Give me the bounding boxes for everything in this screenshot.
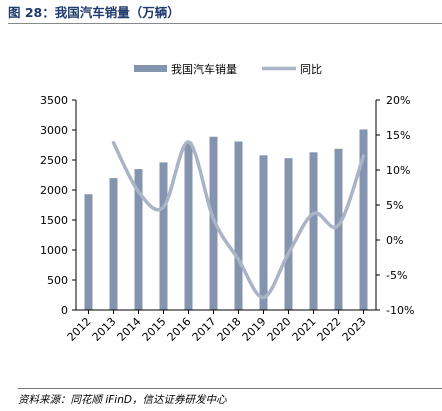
- x-tick-label: 2020: [265, 315, 294, 344]
- x-tick-label: 2021: [290, 315, 319, 344]
- left-tick-label: 500: [47, 274, 68, 287]
- left-tick-label: 2500: [40, 154, 68, 167]
- legend: 我国汽车销量 同比: [134, 62, 322, 76]
- bar-2015: [159, 162, 168, 310]
- bar-series: [84, 129, 368, 310]
- left-axis: 0 500 1000 1500 2000 2500 3000 3500: [40, 94, 77, 317]
- left-tick-label: 2000: [40, 184, 68, 197]
- source-note: 资料来源：同花顺 iFinD，信达证券研发中心: [18, 388, 442, 407]
- x-tick-label: 2012: [65, 315, 94, 344]
- left-tick-label: 1500: [40, 214, 68, 227]
- bar-2019: [259, 155, 268, 310]
- right-tick-label: 15%: [386, 129, 410, 142]
- bar-2021: [309, 152, 318, 310]
- bar-2016: [184, 141, 193, 310]
- legend-label-yoy: 同比: [300, 63, 322, 76]
- x-tick-label: 2017: [190, 315, 219, 344]
- right-tick-label: -5%: [386, 269, 407, 282]
- line-series: [111, 140, 366, 300]
- x-tick-label: 2013: [90, 315, 119, 344]
- x-tick-label: 2018: [215, 315, 244, 344]
- right-tick-label: 20%: [386, 94, 410, 107]
- figure-title: 图 28：我国汽车销量（万辆）: [8, 2, 442, 24]
- bar-2014: [134, 169, 143, 310]
- x-tick-label: 2016: [165, 315, 194, 344]
- bar-2017: [209, 136, 218, 310]
- bar-2022: [334, 148, 343, 310]
- x-tick-label: 2022: [315, 315, 344, 344]
- x-tick-label: 2014: [115, 315, 144, 344]
- bar-2012: [84, 194, 93, 310]
- bar-2023: [359, 129, 368, 310]
- bar-2013: [109, 178, 118, 310]
- left-tick-label: 3000: [40, 124, 68, 137]
- right-tick-label: 0%: [386, 234, 403, 247]
- chart: 我国汽车销量 同比 0 500 1000 1500 2000 2500 3000 3500 -1…: [40, 62, 414, 344]
- bar-2018: [234, 141, 243, 310]
- right-tick-label: 10%: [386, 164, 410, 177]
- left-tick-label: 3500: [40, 94, 68, 107]
- yoy-line: [111, 140, 366, 300]
- x-tick-label: 2023: [340, 315, 369, 344]
- bar-2020: [284, 158, 293, 310]
- right-tick-label: 5%: [386, 199, 403, 212]
- legend-swatch-bar: [134, 65, 167, 72]
- left-tick-label: 0: [61, 304, 68, 317]
- legend-label-sales: 我国汽车销量: [171, 62, 237, 76]
- right-tick-label: -10%: [386, 304, 414, 317]
- left-tick-label: 1000: [40, 244, 68, 257]
- x-axis: 2012201320142015201620172018201920202021…: [65, 309, 376, 344]
- x-tick-label: 2015: [140, 315, 169, 344]
- x-tick-label: 2019: [240, 315, 269, 344]
- right-axis: -10% -5% 0% 5% 10% 15% 20%: [375, 94, 414, 317]
